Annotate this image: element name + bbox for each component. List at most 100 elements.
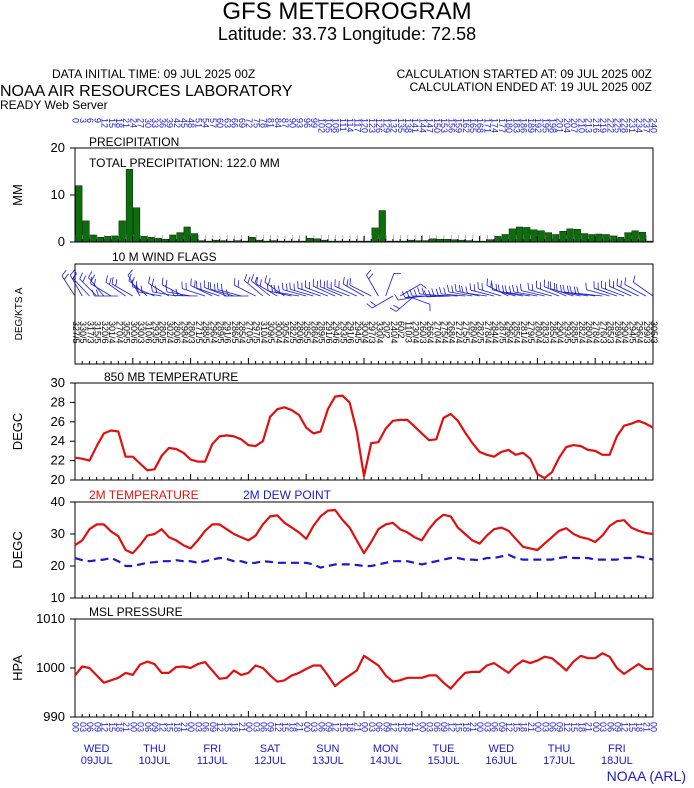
wind-value-label: 290/4 [620,321,630,344]
server-name: READY Web Server [0,98,108,112]
wind-value-label: 286/5 [230,321,240,344]
mslp-ytick-label: 1010 [36,611,65,626]
wind-barb-feather [512,284,515,292]
t2m-series-line [74,508,654,555]
utc-hour-label: 09 [497,722,507,732]
wind-barb-feather [259,279,262,287]
forecast-hour-label: 51 [193,118,203,128]
forecast-hour-label: 33 [150,118,160,128]
wind-barb-feather [560,284,562,292]
utc-hour-label: 12 [389,722,399,732]
wind-value-label: 300/4 [273,321,283,344]
wind-barb-feather [214,283,216,291]
wind-frame [74,263,654,365]
wind-barb-feather [271,284,273,292]
wind-value-label: 291/6 [346,321,356,344]
forecast-hour-label: 75 [251,118,261,128]
utc-hour-label: 06 [201,722,211,732]
wind-barb-feather [342,277,345,285]
t850-ytick-label: 30 [51,375,65,390]
wind-barb-staff [578,293,603,297]
wind-value-label: 317/3 [85,321,95,344]
utc-hour-label: 18 [403,722,413,732]
t850-panel-label: 850 MB TEMPERATURE [104,370,238,384]
date-label: 09JUL [81,755,113,767]
wind-barb-feather [69,269,75,276]
date-label: 10JUL [139,755,171,767]
utc-hour-label: 12 [331,722,341,732]
wind-barb-feather [289,282,291,290]
wind-barb-feather [393,304,400,309]
utc-hour-label: 00 [302,722,312,732]
wind-barb-feather [516,285,519,293]
wind-value-label: 300/4 [360,321,370,344]
forecast-hour-label: 15 [107,118,117,128]
wind-barb-feather [256,277,259,285]
wind-barb-feather [417,287,420,295]
forecast-hour-label: 177 [497,118,507,133]
wind-barb-feather [508,285,512,294]
utc-hour-label: 03 [309,722,319,732]
forecast-hour-label: 231 [627,118,637,133]
precip-bar [140,236,148,243]
forecast-hour-label: 18 [114,118,124,128]
utc-hour-label: 21 [121,722,131,732]
utc-hour-label: 03 [598,722,608,732]
utc-hour-label: 21 [641,722,651,732]
wind-barb-feather [409,289,413,297]
wind-barb-staff [166,291,191,297]
wind-value-label: 302/4 [165,321,175,344]
forecast-hour-label: 48 [186,118,196,128]
wind-barb-feather [209,282,212,290]
wind-value-label: 278/4 [591,321,601,344]
wind-value-label: 280/3 [187,321,197,344]
t2m-frame [74,501,654,599]
wind-barb-feather [136,284,139,292]
precip-bar [190,233,198,243]
utc-hour-label: 00 [533,722,543,732]
precip-ytick-label: 0 [58,234,65,249]
utc-hour-label: 18 [519,722,529,732]
wind-value-label: 282/4 [577,321,587,344]
utc-hour-label: 06 [605,722,615,732]
utc-hour-label: 21 [179,722,189,732]
forecast-hour-label: 237 [641,118,651,133]
wind-value-label: 270/4 [114,321,124,344]
utc-hour-label: 06 [432,722,442,732]
wind-barb-feather [82,275,86,283]
wind-barb-feather [175,288,179,296]
precip-bar [566,228,574,243]
wind-barb-feather [346,279,349,287]
t2m-legend-dewpoint: 2M DEW POINT [243,488,332,502]
wind-value-label: 281/4 [519,321,529,344]
mslp-ytick-label: 1000 [36,660,65,675]
precip-bar [494,236,502,243]
footer-credit: NOAA (ARL) [606,768,686,784]
precip-bar [516,226,524,243]
wind-value-label: 288/5 [570,321,580,344]
wind-barb-feather [95,289,100,297]
precip-bar [104,236,112,243]
wind-barb-feather [527,282,530,290]
utc-hour-label: 15 [165,722,175,732]
wind-barb-staff [521,290,545,297]
wind-value-label: 310/6 [143,321,153,344]
wind-value-label: 289/5 [317,321,327,344]
forecast-hour-label: 180 [504,118,514,133]
precip-bar [125,168,133,243]
utc-hour-label: 06 [490,722,500,732]
precip-bar [537,230,545,243]
wind-panel-label: 10 M WIND FLAGS [112,250,217,264]
forecast-hour-label: 63 [222,118,232,128]
day-of-week-label: THU [143,743,166,755]
wind-barb-feather [504,285,507,293]
wind-barb-staff [72,278,90,297]
precip-bar [581,233,589,243]
forecast-hour-label: 78 [258,118,268,128]
wind-barb-feather [115,279,118,287]
wind-barb-staff [127,275,141,297]
forecast-hour-label: 69 [237,118,247,128]
wind-value-label: 305/4 [281,321,291,344]
precip-bar [378,210,386,243]
wind-barb-feather [111,277,114,285]
